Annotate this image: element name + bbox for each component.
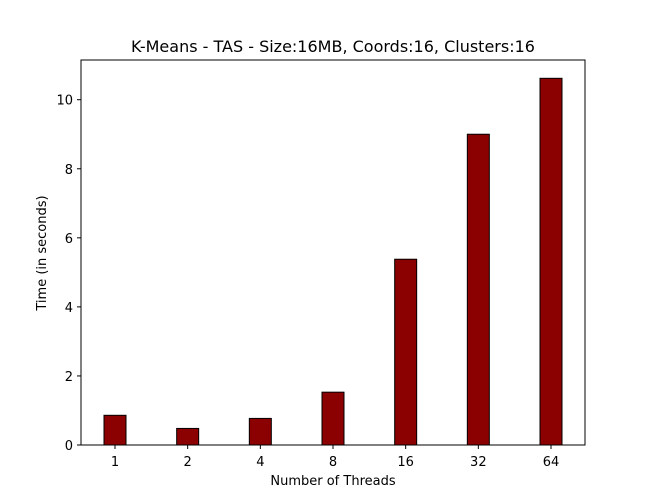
x-tick-label: 32 — [470, 455, 487, 470]
bar-threads-8 — [321, 391, 345, 446]
bar-threads-1 — [103, 414, 127, 446]
bar-threads-2 — [176, 427, 200, 446]
y-axis-label: Time (in seconds) — [35, 195, 50, 311]
x-axis-label: Number of Threads — [270, 474, 395, 489]
x-tick-label: 4 — [256, 455, 264, 470]
bar-threads-32 — [466, 133, 490, 446]
bar-threads-4 — [248, 417, 272, 446]
x-tick-label: 64 — [543, 455, 560, 470]
bar-threads-16 — [394, 258, 418, 446]
plot-frame — [80, 59, 586, 446]
y-tick-label: 2 — [65, 370, 73, 385]
bar-threads-64 — [539, 77, 563, 446]
x-tick-label: 8 — [329, 455, 337, 470]
x-axis: 1 2 4 8 16 32 64 — [111, 445, 559, 470]
chart-title: K-Means - TAS - Size:16MB, Coords:16, Cl… — [131, 37, 535, 56]
x-tick-label: 16 — [397, 455, 414, 470]
y-tick-label: 0 — [65, 439, 73, 454]
y-axis: 0 2 4 6 8 10 — [56, 94, 81, 454]
x-tick-label: 1 — [111, 455, 119, 470]
y-tick-label: 6 — [65, 232, 73, 247]
bars-group — [103, 77, 563, 446]
x-tick-label: 2 — [184, 455, 192, 470]
y-tick-label: 10 — [56, 94, 73, 109]
y-tick-label: 8 — [65, 163, 73, 178]
y-tick-label: 4 — [65, 301, 73, 316]
